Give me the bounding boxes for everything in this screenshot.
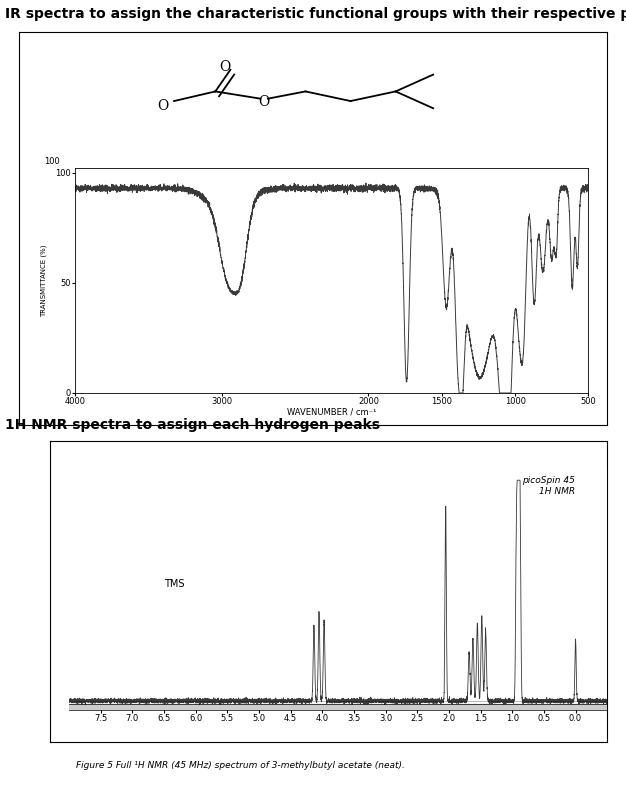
Text: Figure 5 Full ¹H NMR (45 MHz) spectrum of 3-methylbutyl acetate (neat).: Figure 5 Full ¹H NMR (45 MHz) spectrum o… (76, 760, 405, 770)
Text: IR spectra to assign the characteristic functional groups with their respective : IR spectra to assign the characteristic … (5, 7, 626, 21)
Text: picoSpin 45
1H NMR: picoSpin 45 1H NMR (522, 476, 575, 496)
Text: O: O (259, 95, 270, 109)
Text: O: O (219, 60, 230, 75)
Text: O: O (157, 99, 168, 113)
X-axis label: WAVENUMBER / cm⁻¹: WAVENUMBER / cm⁻¹ (287, 407, 376, 416)
Text: 100: 100 (44, 157, 60, 166)
Y-axis label: TRANSMITTANCE (%): TRANSMITTANCE (%) (41, 245, 47, 317)
Text: TMS: TMS (163, 580, 184, 589)
Text: 1H NMR spectra to assign each hydrogen peaks: 1H NMR spectra to assign each hydrogen p… (5, 418, 380, 432)
Bar (69, 704, 607, 710)
